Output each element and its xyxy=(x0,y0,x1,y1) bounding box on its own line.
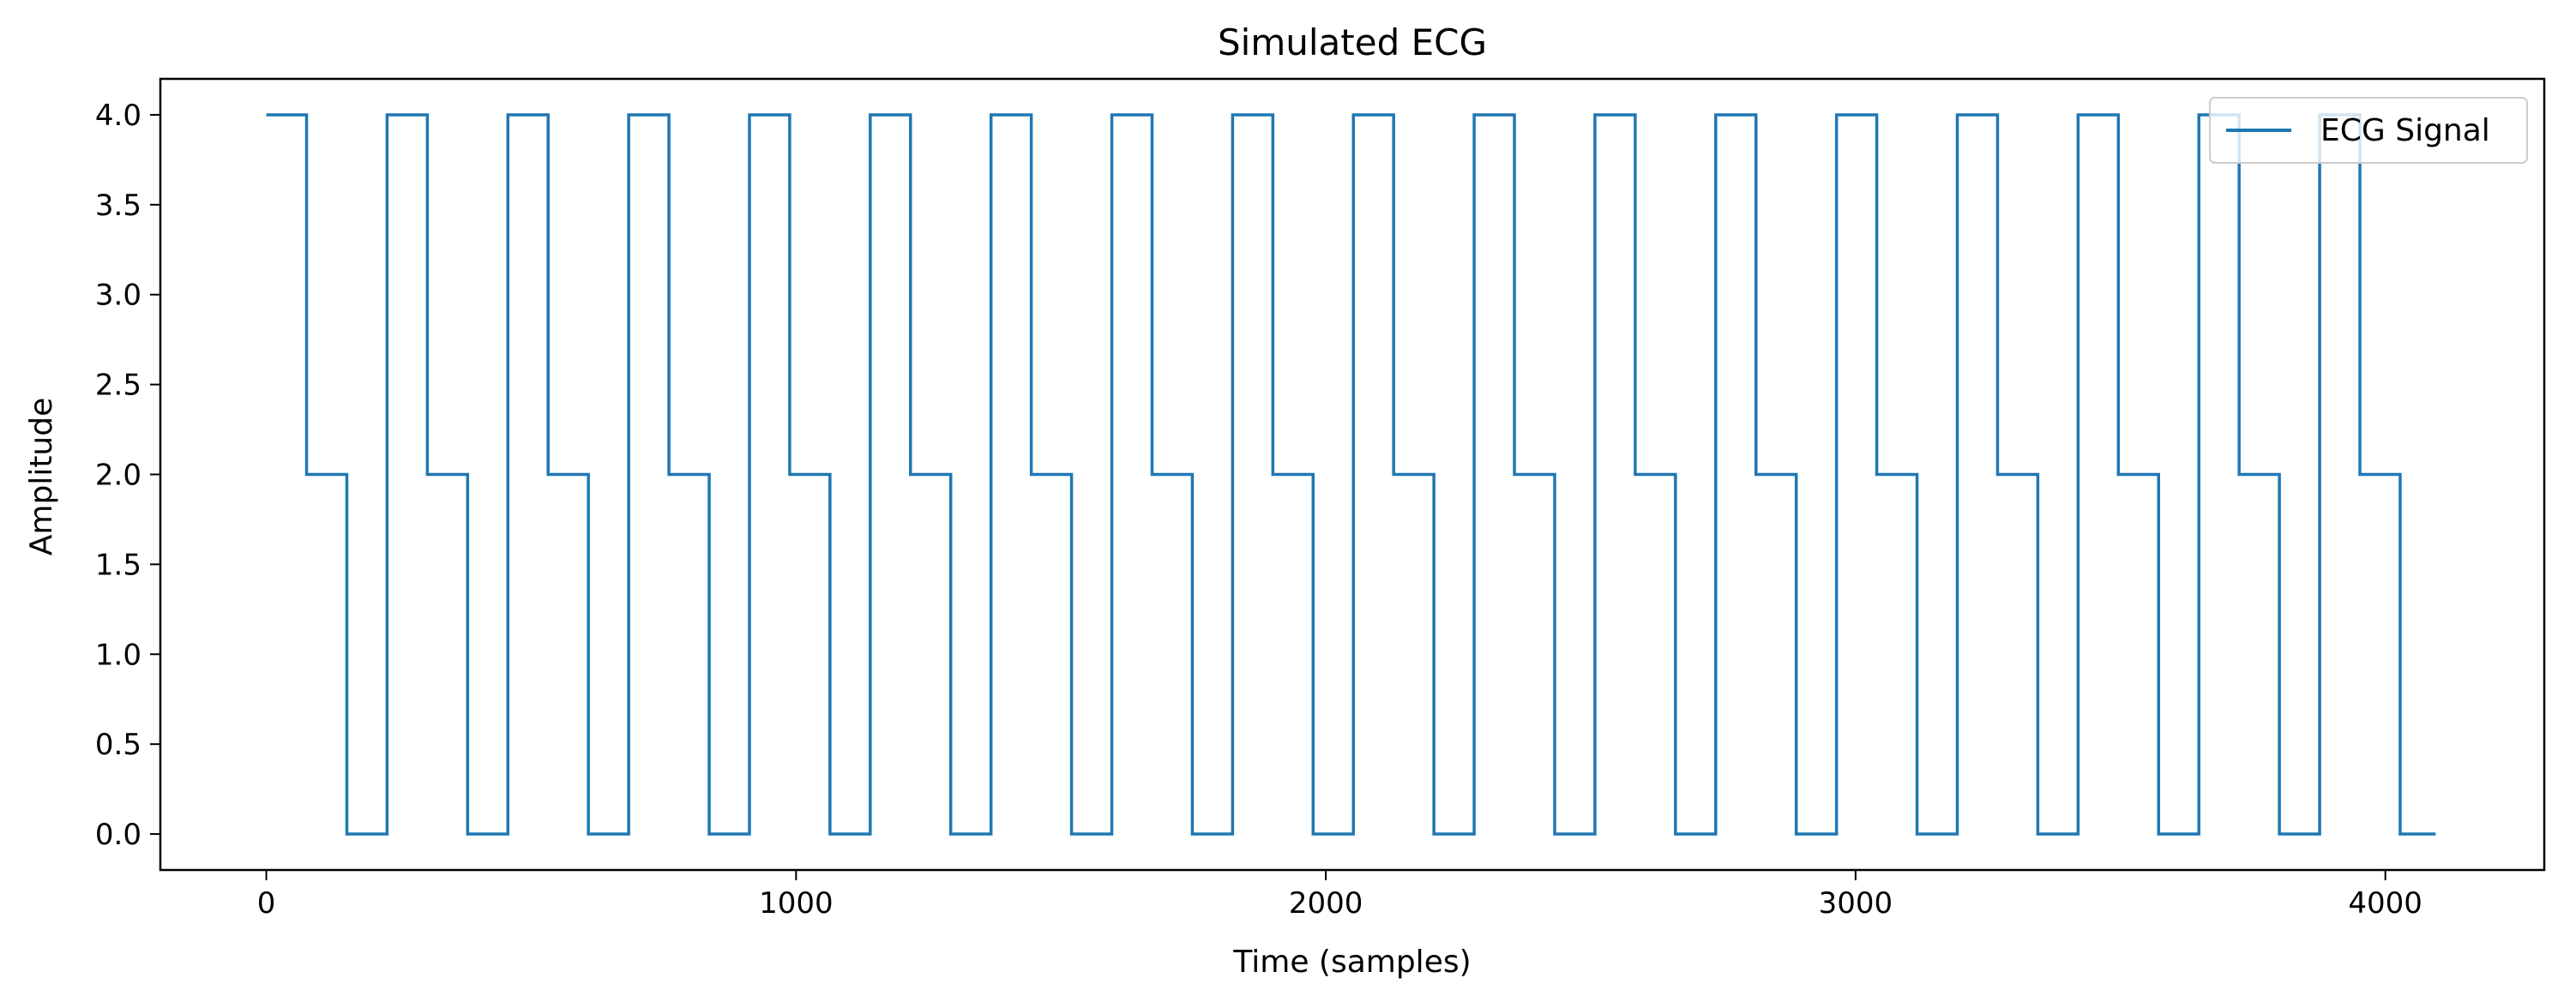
series-line xyxy=(266,113,2436,836)
y-tick-label: 0.0 xyxy=(95,818,141,852)
series-layer xyxy=(266,113,2436,836)
y-tick-label: 4.0 xyxy=(95,99,141,133)
y-axis-ticks: 0.0 0.5 1.0 1.5 2.0 2.5 3.0 3.5 4.0 xyxy=(95,99,160,852)
x-tick-label: 3000 xyxy=(1819,886,1893,921)
y-axis-label: Amplitude xyxy=(24,398,59,555)
legend-box xyxy=(2209,97,2528,164)
y-tick-label: 3.0 xyxy=(95,279,141,313)
chart-title: Simulated ECG xyxy=(1218,21,1487,63)
x-tick-label: 4000 xyxy=(2348,886,2423,921)
y-tick-label: 1.5 xyxy=(95,548,141,582)
y-tick-label: 1.0 xyxy=(95,638,141,672)
y-tick-label: 2.0 xyxy=(95,459,141,493)
x-tick-label: 2000 xyxy=(1289,886,1363,921)
legend-label: ECG Signal xyxy=(2320,113,2490,148)
x-tick-label: 0 xyxy=(257,886,276,921)
x-tick-label: 1000 xyxy=(759,886,834,921)
legend: ECG Signal xyxy=(2209,97,2528,164)
y-tick-label: 0.5 xyxy=(95,728,141,762)
x-axis-label: Time (samples) xyxy=(1232,945,1471,980)
y-tick-label: 2.5 xyxy=(95,369,141,403)
y-tick-label: 3.5 xyxy=(95,189,141,223)
x-axis-ticks: 0 1000 2000 3000 4000 xyxy=(257,870,2423,921)
